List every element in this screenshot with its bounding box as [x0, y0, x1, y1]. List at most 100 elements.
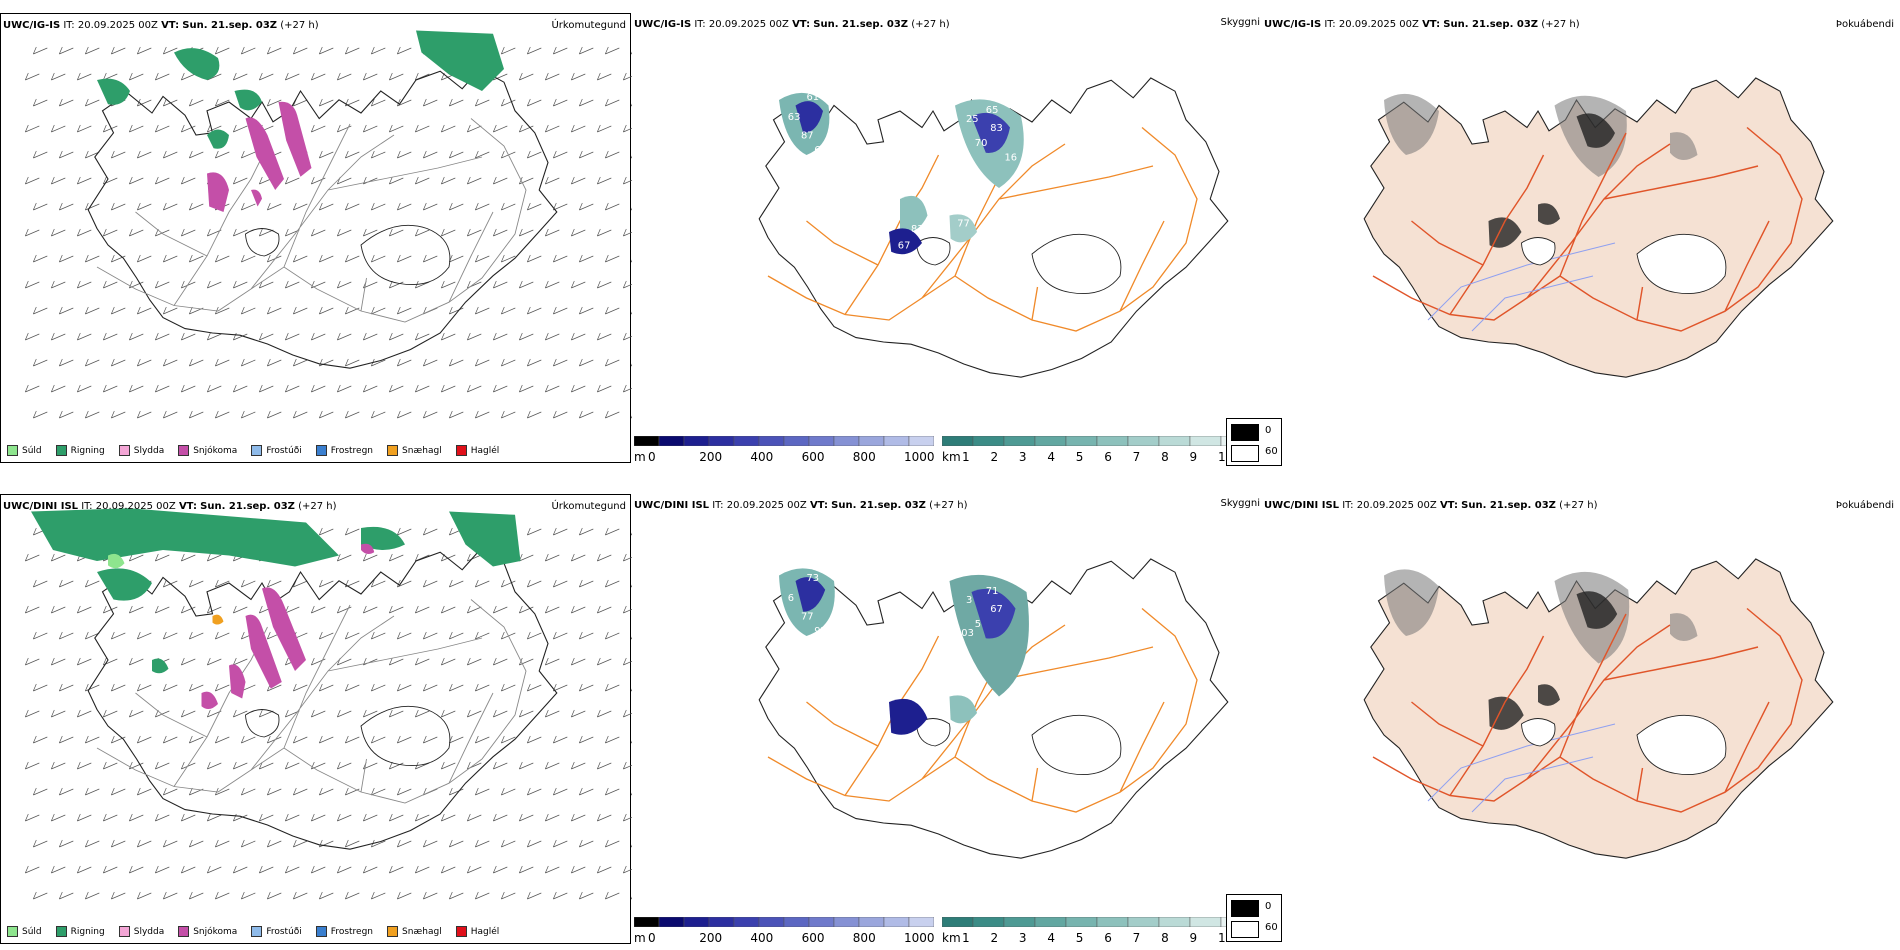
wind-barb	[284, 605, 300, 614]
wind-barb	[396, 46, 412, 55]
model-name: UWC/IG-IS	[634, 19, 692, 30]
wind-barb	[32, 202, 48, 211]
wind-barb	[526, 46, 542, 55]
wind-barb	[162, 150, 178, 159]
legend-item: Frostregn	[315, 445, 373, 456]
wind-barb	[154, 124, 170, 133]
wind-barb	[526, 891, 542, 900]
wind-barb	[84, 202, 100, 211]
wind-barb	[552, 98, 568, 107]
wind-barb	[266, 839, 282, 848]
wind-barb	[440, 657, 456, 666]
wind-barb	[154, 553, 170, 562]
wind-barb	[388, 709, 404, 718]
wind-barb	[388, 176, 404, 185]
it-label: IT:	[1342, 500, 1354, 511]
wind-barb	[154, 865, 170, 874]
wind-barb	[370, 787, 386, 796]
wind-barb	[336, 813, 352, 822]
vt-value: Sun. 21.sep. 03Z	[1461, 500, 1556, 511]
legend-item: Frostúði	[251, 445, 302, 456]
wind-barb	[188, 358, 204, 367]
wind-barb	[474, 98, 490, 107]
glacier-outline	[244, 227, 280, 257]
precip-map-bottom	[24, 508, 632, 900]
wind-barb	[336, 761, 352, 770]
wind-barb	[414, 228, 430, 237]
wind-barb	[396, 98, 412, 107]
wind-barb	[630, 584, 632, 588]
legend-item: Slydda	[118, 926, 165, 937]
wind-barb	[388, 813, 404, 822]
colorbar-swatch	[808, 916, 835, 928]
wind-barb	[292, 891, 308, 900]
wind-barb	[58, 735, 74, 744]
ceiling-label: 61	[807, 92, 820, 103]
visibility-colorbar: km 12345678910	[941, 916, 1253, 945]
run-header: UWC/DINI ISL IT: 20.09.2025 00Z VT: Sun.…	[1264, 500, 1598, 511]
wind-barb	[362, 384, 378, 393]
wind-barb	[370, 150, 386, 159]
precip-map-top	[24, 30, 632, 419]
wind-barb	[344, 306, 360, 315]
wind-barb	[318, 683, 334, 692]
wind-barb	[474, 683, 490, 692]
wind-barb	[76, 865, 92, 874]
wind-barb	[578, 527, 594, 536]
wind-barb	[188, 410, 204, 419]
ceiling-label: 65	[986, 105, 999, 116]
wind-barb	[630, 636, 632, 640]
wind-barb	[214, 410, 230, 419]
wind-barb	[570, 280, 586, 289]
wind-barb	[162, 202, 178, 211]
it-label: IT:	[63, 20, 75, 31]
wind-barb	[24, 553, 40, 562]
wind-barb	[50, 124, 66, 133]
wind-barb	[84, 631, 100, 640]
wind-barb	[422, 631, 438, 640]
wind-barb	[518, 865, 534, 874]
ceiling-label: 6	[814, 145, 820, 156]
wind-barb	[110, 202, 126, 211]
wind-barb	[630, 792, 632, 796]
wind-barb	[110, 46, 126, 55]
wind-barb	[552, 527, 568, 536]
wind-barb	[214, 150, 230, 159]
wind-barb	[232, 605, 248, 614]
wind-barb	[318, 891, 334, 900]
wind-barb	[32, 98, 48, 107]
wind-barb	[292, 839, 308, 848]
wind-barb	[206, 228, 222, 237]
colorbar-tick: 4	[1047, 931, 1055, 945]
wind-barb	[162, 891, 178, 900]
wind-barb	[318, 787, 334, 796]
wind-barb	[362, 553, 378, 562]
wind-barb	[622, 553, 632, 562]
wind-barb	[526, 579, 542, 588]
wind-barb	[344, 410, 360, 419]
wind-barb	[188, 254, 204, 263]
wind-barb	[492, 761, 508, 770]
colorbar-swatch	[833, 435, 860, 447]
visibility-colorbar-swatches	[941, 435, 1253, 447]
it-value: 20.09.2025 00Z	[1356, 500, 1437, 511]
colorbar-tick: 7	[1132, 450, 1141, 464]
wind-barb	[622, 657, 632, 666]
wind-barb	[526, 410, 542, 419]
wind-barb	[162, 358, 178, 367]
glacier-outline	[360, 224, 451, 286]
wind-barb	[578, 150, 594, 159]
fog-legend-max: 60	[1265, 446, 1278, 457]
colorbar-swatch	[1189, 916, 1222, 928]
wind-barb	[266, 254, 282, 263]
panel-title: Þokuábendi	[1835, 500, 1894, 511]
legend-label: Slydda	[133, 926, 165, 937]
legend-label: Snæhagl	[402, 926, 442, 937]
wind-barb	[622, 332, 632, 341]
wind-barb	[344, 839, 360, 848]
wind-barb	[544, 384, 560, 393]
wind-barb	[76, 384, 92, 393]
wind-barb	[552, 579, 568, 588]
wind-barb	[84, 787, 100, 796]
it-value: 20.09.2025 00Z	[708, 19, 789, 30]
